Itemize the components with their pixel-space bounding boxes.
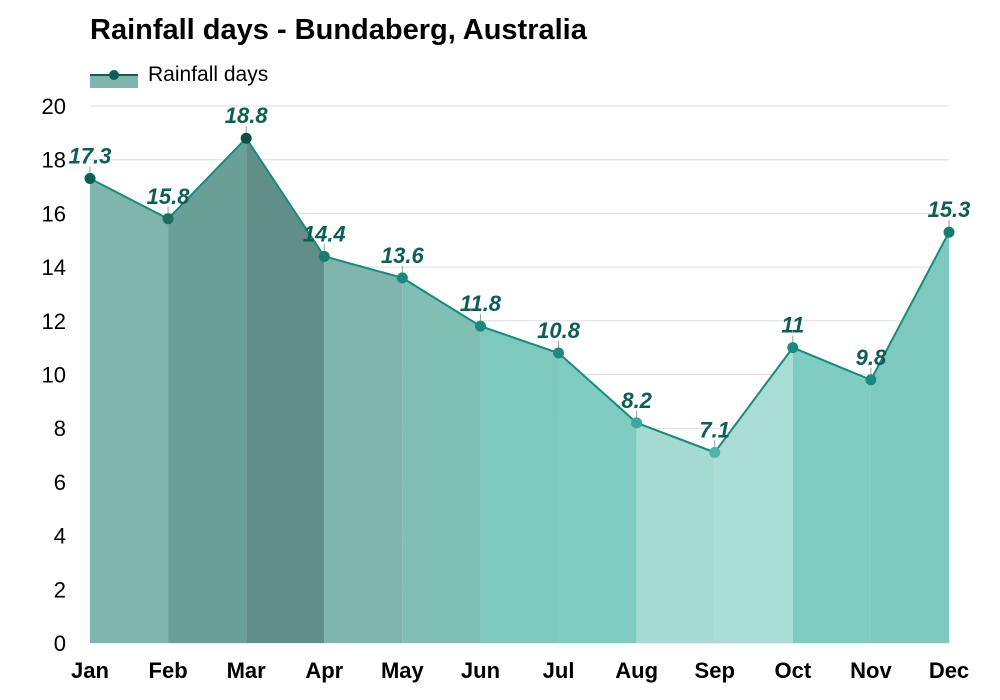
data-point: [240, 132, 252, 144]
data-point: [865, 374, 877, 386]
data-point: [709, 446, 721, 458]
data-point: [553, 347, 565, 359]
data-point: [318, 250, 330, 262]
x-tick-label: Sep: [695, 658, 735, 683]
data-label: 10.8: [537, 318, 581, 343]
x-tick-label: Jun: [461, 658, 500, 683]
data-label: 15.8: [147, 184, 191, 209]
area-segment: [636, 422, 715, 643]
area-segment: [870, 232, 949, 643]
data-label: 8.2: [621, 388, 652, 413]
x-tick-label: May: [381, 658, 425, 683]
area-segment: [792, 347, 871, 643]
area-segment: [480, 326, 559, 643]
x-tick-label: Apr: [305, 658, 343, 683]
data-label: 7.1: [699, 417, 730, 442]
x-tick-label: Dec: [929, 658, 969, 683]
data-label: 11: [781, 313, 804, 338]
area-segment: [90, 178, 169, 643]
data-point: [787, 342, 799, 354]
area-segment: [558, 353, 637, 643]
data-point: [943, 226, 955, 238]
data-label: 9.8: [856, 345, 887, 370]
data-label: 11.8: [460, 291, 502, 316]
y-tick-label: 4: [54, 524, 66, 549]
y-tick-label: 20: [42, 94, 66, 119]
data-point: [396, 272, 408, 284]
x-tick-label: Nov: [850, 658, 892, 683]
data-point: [162, 213, 174, 225]
y-tick-label: 0: [54, 631, 66, 656]
legend-label: Rainfall days: [148, 63, 269, 86]
data-label: 17.3: [69, 143, 112, 168]
x-tick-label: Oct: [774, 658, 811, 683]
y-tick-label: 10: [42, 363, 66, 388]
y-tick-label: 8: [54, 416, 66, 441]
x-tick-label: Mar: [227, 658, 267, 683]
area-segment: [714, 347, 793, 643]
series-line: [89, 136, 950, 454]
area-segment: [402, 277, 481, 643]
chart-title: Rainfall days - Bundaberg, Australia: [90, 14, 587, 46]
area-segment: [168, 138, 247, 643]
data-point: [631, 417, 643, 429]
x-tick-label: Jul: [543, 658, 575, 683]
data-label: 13.6: [381, 243, 425, 268]
x-tick-label: Feb: [149, 658, 188, 683]
area-segment: [246, 138, 325, 643]
y-tick-label: 16: [42, 201, 66, 226]
data-point: [84, 172, 96, 184]
y-tick-label: 2: [54, 577, 66, 602]
y-tick-label: 18: [42, 148, 66, 173]
x-tick-label: Aug: [615, 658, 658, 683]
data-label: 18.8: [225, 103, 269, 128]
legend: Rainfall days: [90, 60, 268, 90]
y-tick-label: 6: [54, 470, 66, 495]
y-tick-label: 14: [42, 255, 66, 280]
legend-swatch: [90, 62, 138, 88]
x-tick-label: Jan: [71, 658, 109, 683]
data-label: 14.4: [303, 221, 346, 246]
data-label: 15.3: [928, 197, 971, 222]
data-point: [474, 320, 486, 332]
area-segment: [324, 256, 403, 643]
y-tick-label: 12: [42, 309, 66, 334]
